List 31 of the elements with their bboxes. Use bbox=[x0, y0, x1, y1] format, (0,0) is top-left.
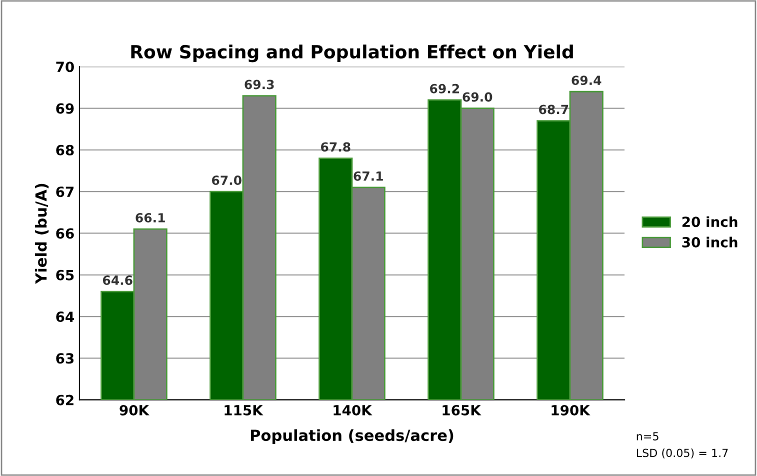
x-tick-label: 90K bbox=[120, 404, 150, 416]
x-axis-title: Population (seeds/acre) bbox=[250, 429, 454, 444]
x-tick-label: 165K bbox=[442, 404, 482, 416]
x-tick-label: 115K bbox=[224, 405, 264, 416]
legend-label: 20 inch bbox=[682, 216, 738, 228]
data-label: 64.6 bbox=[102, 276, 132, 285]
y-tick-label: 64 bbox=[56, 312, 74, 322]
chart-title: Row Spacing and Population Effect on Yield bbox=[131, 44, 573, 62]
y-tick-label: 63 bbox=[56, 353, 74, 364]
y-tick-label: 69 bbox=[56, 103, 74, 114]
legend-label: 30 inch bbox=[682, 236, 738, 248]
x-tick-label: 140K bbox=[334, 404, 372, 416]
y-tick-label: 67 bbox=[56, 186, 74, 198]
data-label: 69.2 bbox=[430, 84, 459, 94]
data-label: 67.0 bbox=[212, 176, 242, 185]
y-tick-label: 65 bbox=[56, 270, 74, 280]
x-tick-label: 190K bbox=[552, 404, 590, 416]
y-tick-label: 62 bbox=[56, 394, 74, 406]
y-axis-title: Yield (bu/A) bbox=[34, 184, 49, 284]
y-tick-label: 68 bbox=[56, 144, 74, 156]
data-label: 66.1 bbox=[136, 213, 165, 222]
y-tick-label: 70 bbox=[56, 62, 74, 72]
text: n=5 bbox=[636, 432, 658, 440]
data-label: 68.7 bbox=[539, 104, 568, 114]
data-label: 67.8 bbox=[321, 142, 350, 152]
data-label: 69.0 bbox=[462, 92, 492, 102]
data-label: 69.4 bbox=[572, 76, 602, 86]
data-label: 69.3 bbox=[244, 80, 274, 90]
y-tick-label: 66 bbox=[56, 228, 74, 239]
data-label: 67.1 bbox=[354, 171, 383, 181]
text: LSD (0.05) = 1.7 bbox=[636, 448, 728, 458]
